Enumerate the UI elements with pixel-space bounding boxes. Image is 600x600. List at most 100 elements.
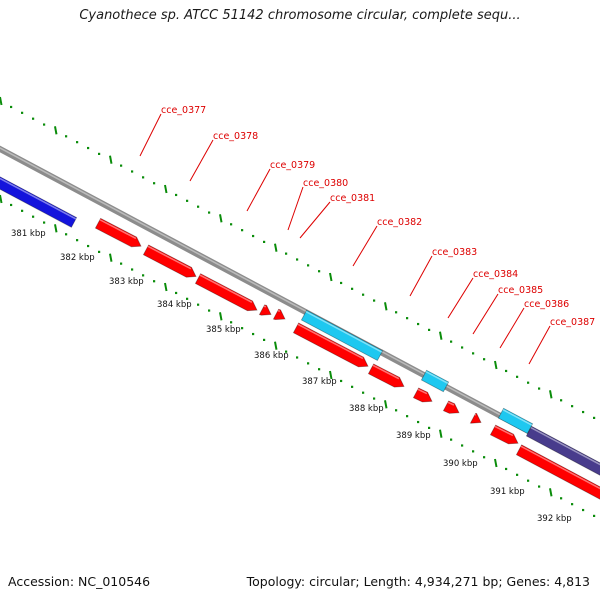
- outer-major-tick: [54, 126, 58, 135]
- gene-cce_0381[interactable]: [272, 308, 286, 321]
- inner-major-tick: [494, 458, 498, 468]
- outer-major-tick: [439, 331, 443, 340]
- inner-major-tick: [274, 341, 278, 350]
- inner-major-tick: [219, 312, 223, 321]
- gene-red-small1[interactable]: [412, 387, 433, 403]
- outer-minor-tick: [197, 205, 200, 208]
- backbone-line: [0, 145, 600, 473]
- scale-label: 390 kbp: [443, 459, 478, 469]
- gene-red-small1-shine: [417, 388, 428, 395]
- gene-cce_0387-shine: [530, 426, 600, 466]
- callout-line: [299, 201, 331, 239]
- outer-minor-tick: [461, 346, 464, 349]
- scale-labels: 381 kbp 382 kbp 383 kbp 384 kbp 385 kbp 386 k…: [11, 229, 572, 524]
- gene-label[interactable]: cce_0387: [550, 317, 595, 328]
- gene-cce_0378[interactable]: [142, 244, 197, 278]
- outer-minor-tick: [285, 252, 288, 255]
- gene-label[interactable]: cce_0386: [524, 299, 569, 310]
- gene-label[interactable]: cce_0380: [303, 178, 348, 189]
- inner-minor-tick: [87, 244, 90, 248]
- inner-minor-tick: [582, 508, 585, 512]
- inner-minor-tick: [351, 385, 354, 388]
- outer-minor-tick: [472, 352, 475, 355]
- callout-line: [447, 277, 474, 319]
- callout-line: [189, 139, 214, 182]
- gene-red-0387[interactable]: [515, 444, 600, 503]
- gene-label[interactable]: cce_0379: [270, 160, 315, 171]
- callout-line: [287, 186, 304, 231]
- callout-line: [499, 307, 525, 349]
- inner-major-tick: [0, 194, 3, 204]
- outer-minor-tick: [483, 358, 486, 361]
- gene-cce_0379[interactable]: [194, 273, 258, 312]
- inner-minor-tick: [252, 332, 255, 336]
- outer-minor-tick: [450, 340, 453, 343]
- gene-label[interactable]: cce_0381: [330, 193, 375, 204]
- outer-minor-tick: [296, 258, 299, 261]
- gene-red-0386[interactable]: [489, 424, 519, 445]
- gene-cce_0386[interactable]: [497, 407, 534, 435]
- outer-major-tick: [549, 390, 553, 399]
- gene-cce_0386-shine: [502, 409, 533, 426]
- inner-minor-tick: [373, 397, 376, 400]
- inner-minor-tick: [285, 350, 288, 353]
- gene-cce_0383[interactable]: [292, 322, 369, 368]
- gene-label[interactable]: cce_0384: [473, 269, 518, 280]
- scale-label: 391 kbp: [490, 487, 525, 497]
- gene-blue[interactable]: [0, 176, 78, 228]
- outer-minor-tick: [351, 287, 354, 290]
- gene-label[interactable]: cce_0385: [498, 285, 543, 296]
- gene-features[interactable]: [0, 176, 600, 504]
- gene-cce_0387[interactable]: [525, 425, 600, 479]
- inner-major-tick: [164, 282, 168, 292]
- outer-minor-tick: [65, 135, 68, 138]
- inner-major-tick: [329, 370, 333, 380]
- gene-red-0383b[interactable]: [367, 363, 405, 388]
- scale-label: 384 kbp: [157, 300, 192, 310]
- outer-minor-tick: [186, 199, 189, 202]
- gene-cce_0382[interactable]: [300, 309, 384, 362]
- inner-minor-tick: [538, 485, 541, 488]
- gene-cce_0380[interactable]: [258, 304, 272, 316]
- outer-minor-tick: [87, 146, 90, 150]
- gene-label[interactable]: cce_0377: [161, 105, 206, 116]
- inner-minor-tick: [230, 321, 233, 324]
- inner-minor-tick: [296, 356, 299, 359]
- inner-minor-tick: [318, 368, 321, 371]
- gene-label[interactable]: cce_0378: [213, 131, 258, 142]
- topology-summary: Topology: circular; Length: 4,934,271 bp…: [246, 574, 590, 589]
- inner-minor-tick: [120, 262, 123, 265]
- gene-cce_0384-shine: [425, 370, 449, 384]
- gene-red-0387-shine: [520, 445, 600, 490]
- inner-minor-tick: [21, 209, 24, 212]
- gene-cce_0377-shine: [99, 219, 137, 240]
- outer-minor-tick: [395, 311, 398, 314]
- outer-minor-tick: [428, 328, 431, 331]
- gene-label[interactable]: cce_0383: [432, 247, 477, 258]
- outer-major-tick: [219, 214, 223, 223]
- gene-cce_0385[interactable]: [469, 413, 482, 424]
- outer-minor-tick: [516, 375, 519, 378]
- outer-minor-tick: [263, 240, 266, 243]
- gene-cce_0377[interactable]: [94, 217, 142, 248]
- inner-major-tick: [549, 488, 553, 497]
- gene-cce_0383-shine: [297, 323, 364, 360]
- gene-cce_0382-shine: [305, 310, 383, 353]
- gene-red-small2[interactable]: [442, 400, 460, 414]
- inner-major-tick: [439, 429, 443, 438]
- gene-cce_0384[interactable]: [420, 369, 450, 393]
- inner-minor-tick: [76, 239, 79, 242]
- outer-minor-tick: [362, 293, 365, 296]
- outer-minor-tick: [21, 111, 24, 114]
- outer-minor-tick: [120, 164, 123, 167]
- outer-major-tick: [164, 184, 168, 194]
- outer-minor-tick: [153, 182, 156, 185]
- outer-minor-tick: [43, 123, 46, 126]
- scale-label: 386 kbp: [254, 351, 289, 361]
- inner-minor-tick: [527, 479, 530, 482]
- gene-label[interactable]: cce_0382: [377, 217, 422, 228]
- inner-minor-tick: [43, 221, 46, 224]
- outer-minor-tick: [230, 223, 233, 226]
- scale-label: 388 kbp: [349, 404, 384, 414]
